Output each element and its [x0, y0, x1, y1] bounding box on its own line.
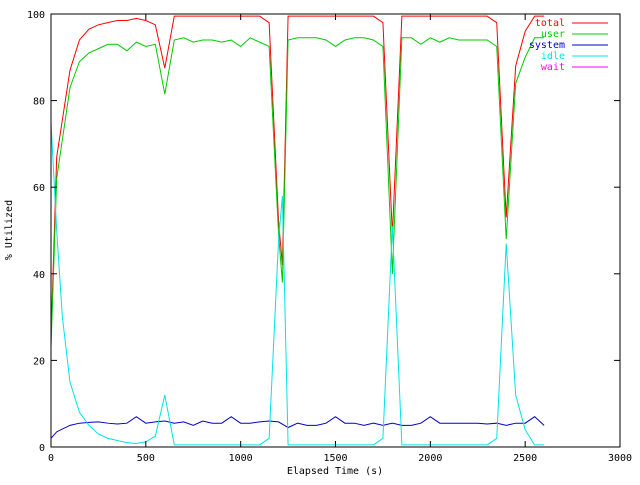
series-layer — [50, 15, 545, 448]
tick-layer: 0 500 1000 1500 2000 2500 3000 0 20 40 60 80 100 — [27, 10, 632, 464]
x-tick-label: 1500 — [323, 453, 347, 464]
series-line-total — [50, 15, 545, 339]
x-tick-label: 0 — [48, 453, 54, 464]
y-tick-label: 100 — [27, 10, 45, 21]
y-tick-label: 0 — [39, 443, 45, 454]
x-tick-label: 500 — [137, 453, 155, 464]
x-tick-label: 1000 — [229, 453, 253, 464]
legend-label-user: user — [541, 29, 565, 40]
y-tick-label: 20 — [33, 356, 45, 367]
y-tick-label: 40 — [33, 270, 45, 281]
x-tick-label: 2000 — [418, 453, 442, 464]
series-line-user — [50, 37, 545, 348]
x-axis-label: Elapsed Time (s) — [287, 466, 383, 477]
x-tick-label: 3000 — [608, 453, 632, 464]
y-tick-label: 80 — [33, 97, 45, 108]
legend-label-system: system — [529, 40, 565, 51]
y-tick-label: 60 — [33, 183, 45, 194]
x-tick-label: 2500 — [513, 453, 537, 464]
legend-label-wait: wait — [541, 62, 565, 73]
series-line-idle — [50, 122, 545, 446]
legend-label-idle: idle — [541, 51, 565, 62]
y-axis-label: % Utilized — [4, 200, 15, 260]
series-line-system — [50, 416, 545, 439]
legend-label-total: total — [535, 18, 565, 29]
